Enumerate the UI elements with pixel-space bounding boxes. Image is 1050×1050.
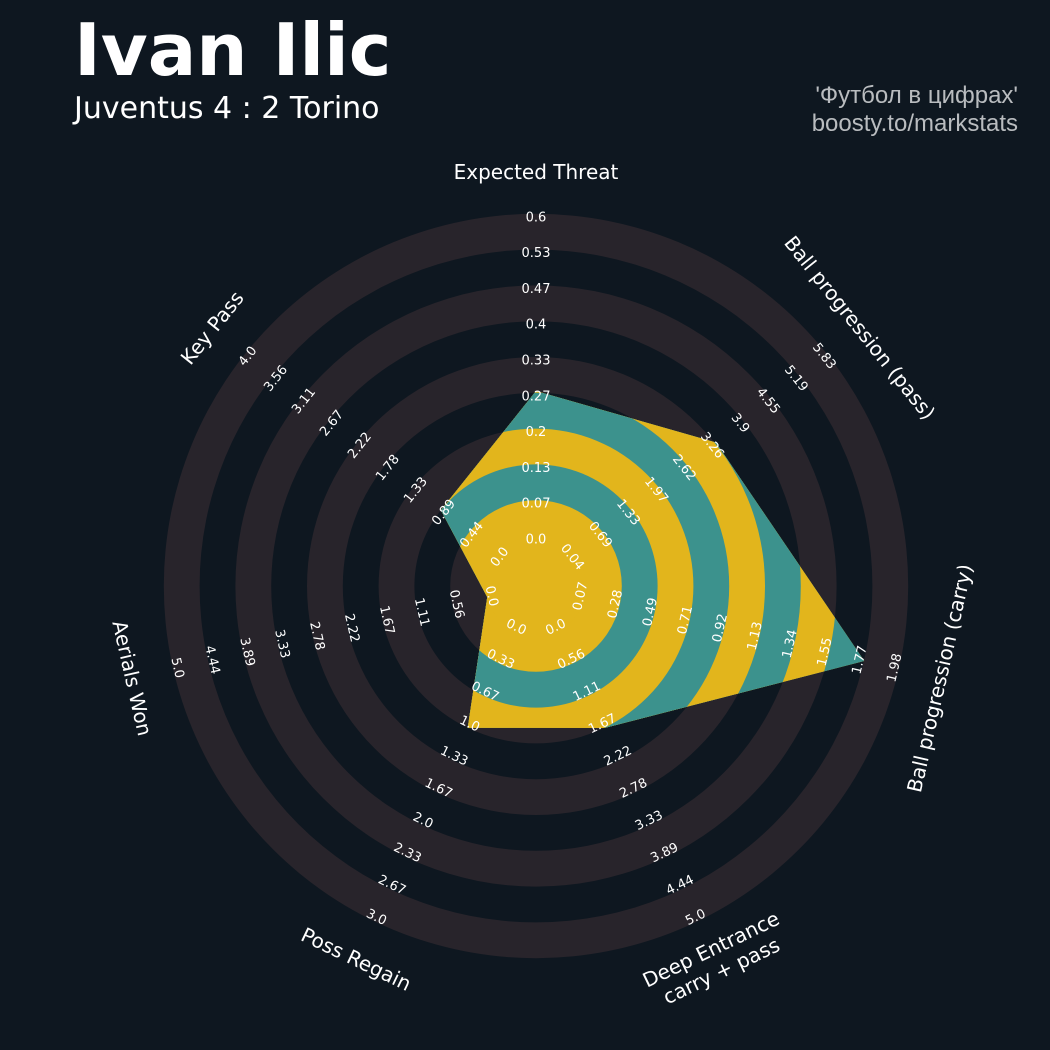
param-label-2: Ball progression (carry) <box>902 562 977 795</box>
tick-label-0-0: 0.0 <box>526 533 547 548</box>
param-label-4-line-0: Poss Regain <box>297 922 415 995</box>
tick-label-5-1: 0.56 <box>446 588 467 620</box>
tick-label-2-8: 1.77 <box>850 644 871 676</box>
tick-label-2-0: 0.07 <box>570 580 591 612</box>
tick-label-5-3: 1.67 <box>376 604 397 636</box>
tick-label-5-8: 4.44 <box>201 644 222 676</box>
tick-label-2-5: 1.13 <box>745 620 766 652</box>
param-label-2-line-0: Ball progression (carry) <box>902 562 977 795</box>
tick-label-0-3: 0.2 <box>526 425 547 440</box>
tick-label-5-0: 0.0 <box>482 584 501 608</box>
tick-label-2-2: 0.49 <box>640 596 661 628</box>
tick-label-2-9: 1.98 <box>884 652 905 684</box>
tick-label-2-7: 1.55 <box>815 636 836 668</box>
tick-label-2-6: 1.34 <box>780 628 801 660</box>
param-label-0: Expected Threat <box>454 160 619 184</box>
tick-label-0-2: 0.13 <box>522 461 551 476</box>
tick-label-0-1: 0.07 <box>522 497 551 512</box>
tick-label-5-5: 2.78 <box>306 620 327 652</box>
tick-label-0-9: 0.6 <box>526 210 547 225</box>
tick-label-2-4: 0.92 <box>710 612 731 644</box>
param-label-5: Aerials Won <box>107 618 157 738</box>
param-label-5-line-0: Aerials Won <box>107 618 157 738</box>
radar-fill-center <box>486 536 586 636</box>
credit-url: boosty.to/markstats <box>811 110 1018 137</box>
tick-label-0-4: 0.27 <box>522 389 551 404</box>
tick-label-2-3: 0.71 <box>675 604 696 636</box>
player-name-title: Ivan Ilic <box>74 8 392 92</box>
param-label-0-line-0: Expected Threat <box>454 160 619 184</box>
tick-label-0-8: 0.53 <box>522 246 551 261</box>
tick-label-5-6: 3.33 <box>271 628 292 660</box>
credit-channel-name: 'Футбол в цифрах' <box>815 82 1018 109</box>
tick-label-0-7: 0.47 <box>522 282 551 297</box>
tick-label-0-5: 0.33 <box>522 354 551 369</box>
tick-label-5-7: 3.89 <box>236 636 257 668</box>
tick-label-5-4: 2.22 <box>341 612 362 644</box>
tick-label-0-6: 0.4 <box>526 318 547 333</box>
match-score-subtitle: Juventus 4 : 2 Torino <box>74 91 380 126</box>
tick-label-5-9: 5.0 <box>167 656 186 680</box>
param-label-4: Poss Regain <box>297 922 415 995</box>
tick-label-2-1: 0.28 <box>605 588 626 620</box>
tick-label-5-2: 1.11 <box>411 596 432 628</box>
